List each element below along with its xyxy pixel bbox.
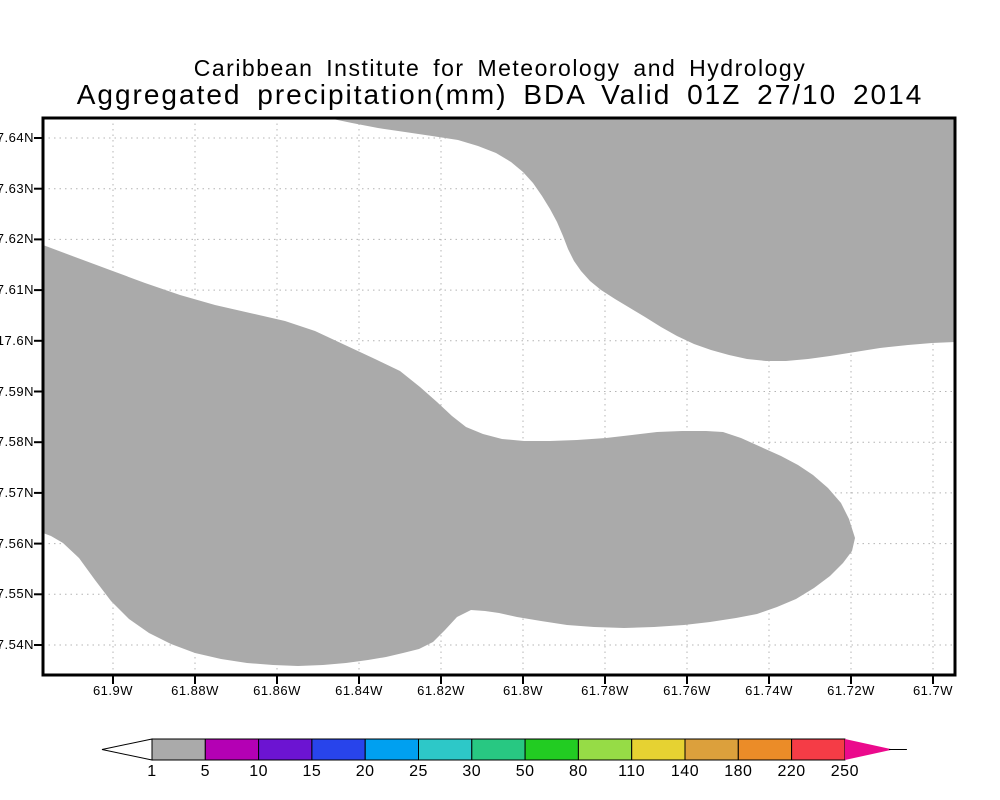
colorbar-segment xyxy=(418,738,473,761)
colorbar-label: 5 xyxy=(200,763,210,780)
y-axis-label: 7.56N xyxy=(0,535,34,551)
colorbar-label: 80 xyxy=(568,763,588,780)
x-axis-label: 61.8W xyxy=(502,683,544,698)
precip-regions-group xyxy=(43,118,955,666)
x-axis-label: 61.76W xyxy=(663,683,711,698)
colorbar-segment xyxy=(791,738,846,761)
colorbar-label: 10 xyxy=(249,763,268,780)
y-axis-label: 7.61N xyxy=(0,282,34,298)
colorbar-label: 30 xyxy=(462,763,482,780)
y-axis-label: 7.64N xyxy=(0,130,34,145)
x-axis-label: 61.82W xyxy=(417,683,465,698)
x-axis-label: 61.86W xyxy=(253,683,301,698)
x-axis-label: 61.88W xyxy=(171,683,219,698)
x-axis-label: 61.84W xyxy=(335,683,383,698)
plot-title: Aggregated precipitation(mm) BDA Valid 0… xyxy=(76,79,924,110)
colorbar-segment xyxy=(684,738,739,761)
y-axis-label: 7.59N xyxy=(0,383,34,399)
y-axis-label: 7.62N xyxy=(0,231,34,247)
colorbar-legend xyxy=(101,738,907,761)
colorbar-segment xyxy=(364,738,420,761)
colorbar-overflow-arrow xyxy=(844,739,893,760)
colorbar-label: 180 xyxy=(724,763,753,780)
colorbar-segment xyxy=(258,738,313,761)
y-axis-label: 7.63N xyxy=(0,180,34,196)
colorbar-segment xyxy=(151,738,206,761)
colorbar-label: 1 xyxy=(147,763,157,780)
colorbar-label: 140 xyxy=(670,763,700,780)
colorbar-label: 220 xyxy=(777,763,806,780)
colorbar-label: 25 xyxy=(409,763,428,780)
colorbar-label: 110 xyxy=(618,763,646,780)
upper-right-precip-region xyxy=(328,118,955,361)
colorbar-segment xyxy=(631,738,686,761)
colorbar-label: 20 xyxy=(355,763,375,780)
colorbar-segment xyxy=(524,738,579,761)
colorbar-underflow-arrow xyxy=(101,738,153,761)
colorbar-segment xyxy=(471,738,526,761)
x-axis-label: 61.72W xyxy=(827,683,875,698)
institution-title: Caribbean Institute for Meteorology and … xyxy=(193,55,807,81)
y-axis-label: 7.54N xyxy=(0,637,34,652)
colorbar-label: 15 xyxy=(302,763,322,780)
lower-left-precip-region xyxy=(43,245,855,666)
plot-border xyxy=(41,116,957,677)
x-axis-label: 61.7W xyxy=(912,683,954,698)
y-axis-label: 17.6N xyxy=(0,332,34,348)
colorbar-segment xyxy=(204,738,260,761)
y-axis-label: 7.55N xyxy=(0,586,34,602)
x-axis-label: 61.74W xyxy=(745,683,793,698)
y-axis-label: 7.58N xyxy=(0,434,34,450)
colorbar-segment xyxy=(737,738,793,761)
y-axis-label: 7.57N xyxy=(0,484,34,500)
x-axis-label: 61.78W xyxy=(581,683,629,698)
colorbar-label: 50 xyxy=(515,763,535,780)
x-axis-label: 61.9W xyxy=(92,683,134,698)
colorbar-segment xyxy=(577,738,633,761)
colorbar-segment xyxy=(311,738,366,761)
axis-ticks-group xyxy=(34,137,934,684)
colorbar-label: 250 xyxy=(830,763,859,780)
